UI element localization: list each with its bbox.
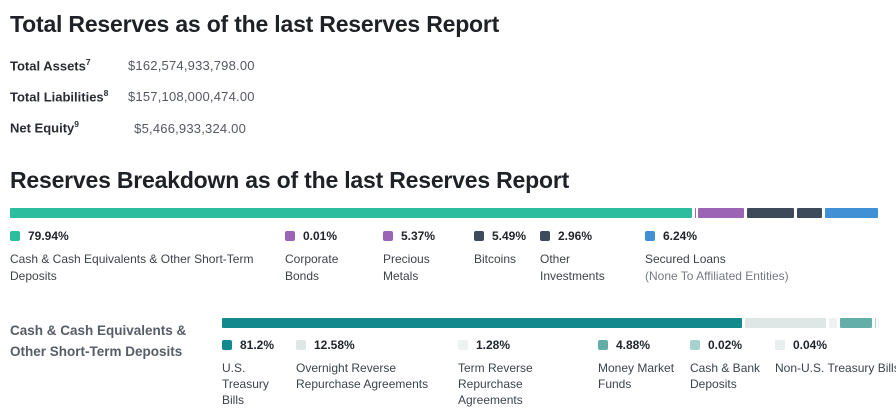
legend-percent: 81.2% xyxy=(240,338,274,352)
table-row: Net Equity9 $5,466,933,324.00 xyxy=(10,119,878,135)
legend-percent: 4.88% xyxy=(616,338,650,352)
legend-percent: 0.04% xyxy=(793,338,827,352)
legend-swatch-icon xyxy=(296,340,306,350)
stat-label-total-liabilities: Total Liabilities8 xyxy=(10,88,128,104)
legend-item: 5.49% Bitcoins xyxy=(474,229,540,267)
legend-label: Corporate Bonds xyxy=(285,251,375,283)
footnote-ref: 9 xyxy=(74,119,79,129)
stat-label-total-assets: Total Assets7 xyxy=(10,57,128,73)
legend-label: Secured Loans xyxy=(645,251,789,267)
legend-item: 81.2% U.S. Treasury Bills xyxy=(222,338,296,408)
bar-segment xyxy=(825,208,878,218)
reserves-breakdown-section: Reserves Breakdown as of the last Reserv… xyxy=(10,166,878,284)
footnote-ref: 8 xyxy=(104,88,109,98)
legend-percent: 0.01% xyxy=(303,229,337,243)
legend-sublabel: (None To Affiliated Entities) xyxy=(645,268,789,284)
cash-equivalents-section: Cash & Cash Equivalents & Other Short-Te… xyxy=(10,318,878,408)
table-row: Total Assets7 $162,574,933,798.00 xyxy=(10,57,878,73)
legend-item: 2.96% Other Investments xyxy=(540,229,645,283)
totals-table: Total Assets7 $162,574,933,798.00 Total … xyxy=(10,57,878,136)
legend-label: Non-U.S. Treasury Bills xyxy=(775,360,896,376)
legend-swatch-icon xyxy=(690,340,700,350)
legend-item: 1.28% Term Reverse Repurchase Agreements xyxy=(458,338,598,408)
legend-swatch-icon xyxy=(540,231,550,241)
legend-swatch-icon xyxy=(285,231,295,241)
legend-swatch-icon xyxy=(474,231,484,241)
cash-section-label-line2: Other Short-Term Deposits xyxy=(10,341,222,363)
total-reserves-section: Total Reserves as of the last Reserves R… xyxy=(10,10,878,136)
legend-label: Precious Metals xyxy=(383,251,466,283)
stat-value-net-equity: $5,466,933,324.00 xyxy=(128,121,246,136)
legend-swatch-icon xyxy=(645,231,655,241)
legend-percent: 0.02% xyxy=(708,338,742,352)
legend-swatch-icon xyxy=(598,340,608,350)
legend-label: Bitcoins xyxy=(474,251,532,267)
legend-item: 0.04% Non-U.S. Treasury Bills xyxy=(775,338,896,376)
legend-percent: 5.49% xyxy=(492,229,526,243)
bar-segment xyxy=(698,208,744,218)
bar-segment xyxy=(797,208,822,218)
legend-item: 0.02% Cash & Bank Deposits xyxy=(690,338,775,392)
legend-label: Money Market Funds xyxy=(598,360,682,392)
bar-segment xyxy=(829,318,837,328)
cash-breakdown-legend: 81.2% U.S. Treasury Bills 12.58% Overnight … xyxy=(222,338,878,408)
legend-percent: 5.37% xyxy=(401,229,435,243)
legend-percent: 79.94% xyxy=(28,229,69,243)
stat-label-net-equity: Net Equity9 xyxy=(10,119,128,135)
cash-breakdown-chart: 81.2% U.S. Treasury Bills 12.58% Overnight … xyxy=(222,318,878,408)
total-reserves-title: Total Reserves as of the last Reserves R… xyxy=(10,10,878,39)
bar-segment xyxy=(222,318,742,328)
legend-item: 79.94% Cash & Cash Equivalents & Other Sh… xyxy=(10,229,285,283)
legend-percent: 1.28% xyxy=(476,338,510,352)
stat-value-total-assets: $162,574,933,798.00 xyxy=(128,58,246,73)
bar-segment xyxy=(10,208,692,218)
legend-item: 12.58% Overnight Reverse Repurchase Agree… xyxy=(296,338,458,392)
bar-segment xyxy=(745,318,826,328)
legend-item: 4.88% Money Market Funds xyxy=(598,338,690,392)
cash-section-label-line1: Cash & Cash Equivalents & xyxy=(10,320,222,342)
legend-swatch-icon xyxy=(383,231,393,241)
legend-percent: 12.58% xyxy=(314,338,355,352)
cash-breakdown-bar xyxy=(222,318,878,328)
bar-segment xyxy=(747,208,794,218)
legend-item: 6.24% Secured Loans(None To Affiliated En… xyxy=(645,229,797,283)
legend-percent: 2.96% xyxy=(558,229,592,243)
legend-swatch-icon xyxy=(222,340,232,350)
reserves-breakdown-bar xyxy=(10,208,878,218)
legend-label: Other Investments xyxy=(540,251,637,283)
legend-swatch-icon xyxy=(10,231,20,241)
legend-percent: 6.24% xyxy=(663,229,697,243)
legend-label: Cash & Cash Equivalents & Other Short-Te… xyxy=(10,251,277,283)
legend-label: Term Reverse Repurchase Agreements xyxy=(458,360,590,408)
legend-swatch-icon xyxy=(458,340,468,350)
footnote-ref: 7 xyxy=(86,57,91,67)
legend-item: 0.01% Corporate Bonds xyxy=(285,229,383,283)
reserves-breakdown-legend: 79.94% Cash & Cash Equivalents & Other Sh… xyxy=(10,229,878,283)
stat-value-total-liabilities: $157,108,000,474.00 xyxy=(128,89,246,104)
legend-swatch-icon xyxy=(775,340,785,350)
legend-item: 5.37% Precious Metals xyxy=(383,229,474,283)
legend-label: U.S. Treasury Bills xyxy=(222,360,288,408)
legend-label: Overnight Reverse Repurchase Agreements xyxy=(296,360,450,392)
legend-label: Cash & Bank Deposits xyxy=(690,360,767,392)
cash-section-label: Cash & Cash Equivalents & Other Short-Te… xyxy=(10,318,222,408)
bar-segment xyxy=(840,318,871,328)
reserves-breakdown-title: Reserves Breakdown as of the last Reserv… xyxy=(10,166,878,195)
table-row: Total Liabilities8 $157,108,000,474.00 xyxy=(10,88,878,104)
